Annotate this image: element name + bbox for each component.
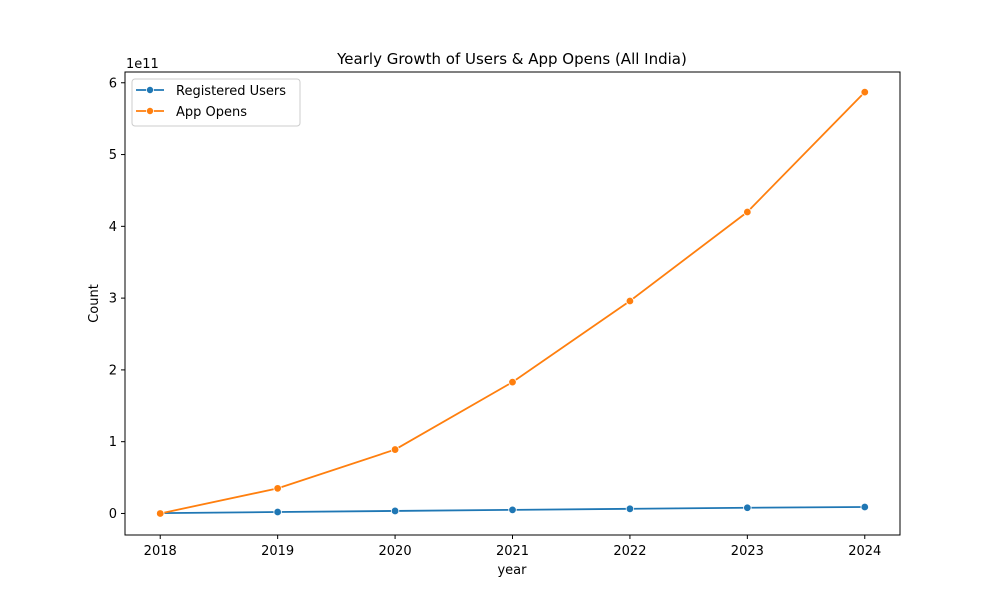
data-point-app-opens (860, 87, 869, 97)
data-point-app-opens (508, 377, 517, 387)
x-tick-label: 2021 (496, 544, 529, 559)
x-axis-title: year (497, 563, 527, 578)
legend-marker-app-opens (145, 107, 154, 116)
y-tick-label: 6 (109, 76, 117, 91)
y-tick-label: 5 (109, 148, 117, 163)
chart-title: Yearly Growth of Users & App Opens (All … (336, 50, 687, 68)
y-tick-label: 1 (109, 435, 117, 450)
y-tick-label: 2 (109, 363, 117, 378)
data-point-app-opens (273, 484, 282, 493)
data-point-registered-users (390, 506, 400, 516)
data-point-registered-users (508, 505, 517, 515)
legend-marker-registered-users (145, 86, 154, 95)
data-point-registered-users (273, 507, 282, 517)
plot-area (124, 71, 901, 536)
y-axis-title: Count (87, 284, 102, 323)
legend: Registered Users App Opens (131, 78, 301, 127)
x-tick-label: 2023 (731, 544, 764, 559)
x-tick-label: 2024 (848, 544, 881, 559)
x-tick-label: 2019 (261, 544, 294, 559)
plot-frame (124, 71, 901, 536)
legend-label-registered-users: Registered Users (176, 84, 286, 99)
series-line-app-opens (159, 91, 866, 515)
legend-label-app-opens: App Opens (176, 105, 247, 120)
y-offset-label: 1e11 (126, 57, 159, 72)
data-point-app-opens (156, 509, 165, 518)
data-point-registered-users (743, 503, 752, 512)
legend-box (131, 78, 301, 127)
x-tick-label: 2022 (613, 544, 646, 559)
data-point-registered-users (625, 504, 635, 513)
y-tick-label: 3 (109, 292, 117, 307)
x-tick-label: 2018 (144, 544, 177, 559)
x-tick-label: 2020 (379, 544, 412, 559)
y-tick-label: 4 (109, 220, 117, 235)
data-point-app-opens (390, 445, 400, 454)
data-point-registered-users (860, 502, 869, 512)
data-point-app-opens (625, 296, 635, 306)
y-tick-label: 0 (109, 507, 117, 522)
data-point-app-opens (743, 207, 752, 217)
